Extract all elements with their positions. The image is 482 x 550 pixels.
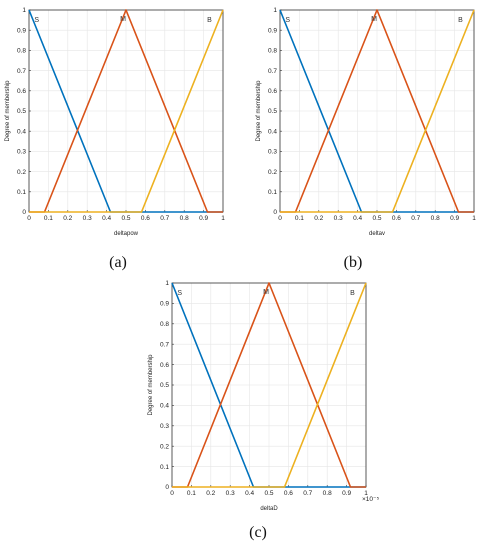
y-tick-label: 1 xyxy=(273,7,277,14)
x-tick-label: 0.5 xyxy=(121,215,130,222)
caption-a: (a) xyxy=(109,254,127,271)
series-line-b xyxy=(172,282,367,488)
x-tick-label: 0.2 xyxy=(63,215,72,222)
y-tick-label: 0.7 xyxy=(268,68,277,75)
x-tick-label: 0.4 xyxy=(245,490,254,497)
x-tick-label: 0.6 xyxy=(141,215,150,222)
y-tick-label: 0.1 xyxy=(160,464,169,471)
series-label-m: M xyxy=(120,16,126,23)
series-line-b xyxy=(29,9,224,213)
caption-c: (c) xyxy=(249,524,267,541)
y-tick-label: 0.5 xyxy=(268,108,277,115)
series-label-s: S xyxy=(177,290,182,297)
x-tick-label: 0.7 xyxy=(411,215,420,222)
x-tick-label: 0 xyxy=(170,490,174,497)
y-tick-label: 0.8 xyxy=(160,321,169,328)
series-label-m: M xyxy=(263,289,269,296)
y-tick-label: 1 xyxy=(165,280,169,287)
x-tick-label: 0.9 xyxy=(450,215,459,222)
y-tick-label: 0.2 xyxy=(268,169,277,176)
x-tick-label: 0.5 xyxy=(264,490,273,497)
x-tick-label: 0.9 xyxy=(342,490,351,497)
x-tick-label: 0.1 xyxy=(187,490,196,497)
y-tick-label: 0.9 xyxy=(160,301,169,308)
x-tick-label: 0.3 xyxy=(83,215,92,222)
y-tick-label: 0.7 xyxy=(17,68,26,75)
y-tick-label: 0.6 xyxy=(160,362,169,369)
x-tick-label: 0.4 xyxy=(102,215,111,222)
x-tick-label: 0.2 xyxy=(206,490,215,497)
x-tick-label: 0.9 xyxy=(199,215,208,222)
x-axis-label: deltav xyxy=(369,231,385,237)
y-tick-label: 0.6 xyxy=(17,88,26,95)
y-tick-label: 0.3 xyxy=(268,149,277,156)
x-axis-label: deltaD xyxy=(260,506,278,512)
x-tick-label: 1 xyxy=(221,215,225,222)
y-tick-label: 0 xyxy=(273,209,277,216)
y-tick-label: 1 xyxy=(22,7,26,14)
x-tick-label: 0.7 xyxy=(160,215,169,222)
x-tick-label: 0.8 xyxy=(323,490,332,497)
y-tick-label: 0.2 xyxy=(17,169,26,176)
x-tick-label: 0.1 xyxy=(44,215,53,222)
y-axis-label: Degree of membership xyxy=(148,354,154,416)
y-tick-label: 0.6 xyxy=(268,88,277,95)
x-tick-label: 0.6 xyxy=(284,490,293,497)
x-tick-label: 0 xyxy=(27,215,31,222)
y-tick-label: 0.4 xyxy=(17,128,26,135)
y-tick-label: 0.1 xyxy=(17,189,26,196)
y-tick-label: 0.5 xyxy=(17,108,26,115)
x-tick-label: 0.2 xyxy=(314,215,323,222)
x-tick-label: 0.3 xyxy=(334,215,343,222)
y-tick-label: 0.1 xyxy=(268,189,277,196)
series-label-s: S xyxy=(34,17,39,24)
x-tick-label: 1 xyxy=(364,490,368,497)
y-tick-label: 0.9 xyxy=(268,27,277,34)
y-tick-label: 0.8 xyxy=(17,48,26,55)
caption-b: (b) xyxy=(343,254,363,271)
y-tick-label: 0.7 xyxy=(160,341,169,348)
x-tick-label: 0.3 xyxy=(226,490,235,497)
y-axis-label: Degree of membership xyxy=(5,80,11,142)
series-label-b: B xyxy=(458,17,463,24)
y-tick-label: 0.8 xyxy=(268,48,277,55)
x-tick-label: 1 xyxy=(472,215,476,222)
x-tick-label: 0.1 xyxy=(295,215,304,222)
x-tick-label: 0.8 xyxy=(431,215,440,222)
series-label-b: B xyxy=(207,17,212,24)
y-tick-label: 0 xyxy=(165,484,169,491)
y-tick-label: 0.9 xyxy=(17,27,26,34)
x-tick-label: 0.6 xyxy=(392,215,401,222)
y-axis-label: Degree of membership xyxy=(256,80,262,142)
x-axis-label: deltapow xyxy=(114,231,139,237)
series-line-b xyxy=(280,9,475,213)
y-tick-label: 0.4 xyxy=(160,403,169,410)
x-tick-label: 0 xyxy=(278,215,282,222)
y-tick-label: 0 xyxy=(22,209,26,216)
series-label-s: S xyxy=(285,17,290,24)
x-tick-label: 0.7 xyxy=(303,490,312,497)
y-tick-label: 0.3 xyxy=(160,423,169,430)
x-tick-label: 0.4 xyxy=(353,215,362,222)
y-tick-label: 0.5 xyxy=(160,382,169,389)
x-tick-label: 0.8 xyxy=(180,215,189,222)
y-tick-label: 0.4 xyxy=(268,128,277,135)
x-multiplier-label: ×10⁻⁵ xyxy=(362,496,379,503)
series-label-m: M xyxy=(371,16,377,23)
series-label-b: B xyxy=(350,290,355,297)
x-tick-label: 0.5 xyxy=(372,215,381,222)
y-tick-label: 0.3 xyxy=(17,149,26,156)
y-tick-label: 0.2 xyxy=(160,443,169,450)
